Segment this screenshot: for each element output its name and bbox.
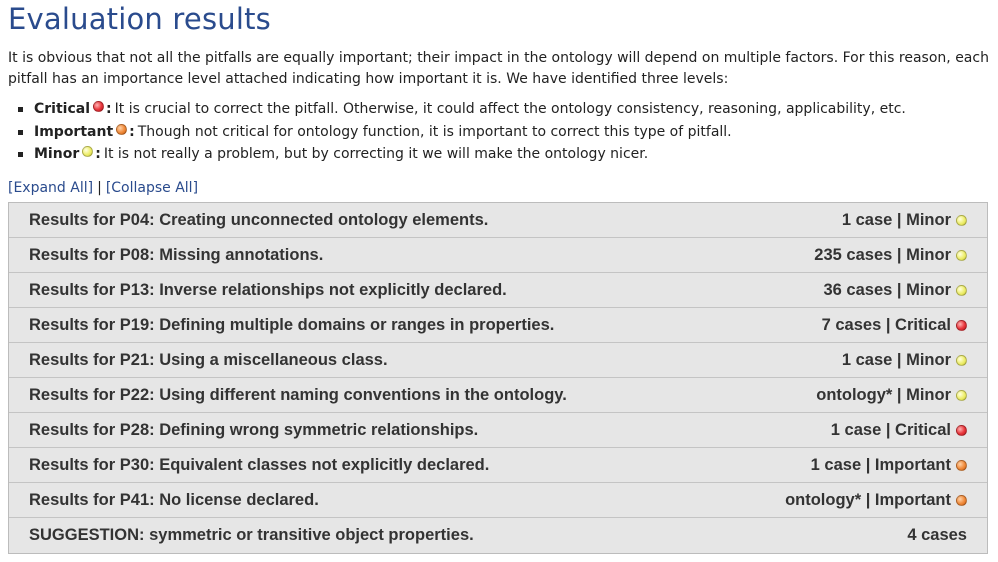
- result-title: SUGGESTION: symmetric or transitive obje…: [29, 526, 474, 544]
- result-summary-group: 1 case | Critical: [831, 421, 967, 440]
- yellow-dot-icon: [956, 284, 967, 296]
- collapse-all-link[interactable]: [Collapse All]: [105, 180, 199, 196]
- result-summary: ontology* | Important: [785, 490, 951, 509]
- result-title: Results for P08: Missing annotations.: [29, 245, 324, 264]
- orange-dot-icon: [116, 123, 128, 135]
- result-title: Results for P30: Equivalent classes not …: [29, 455, 490, 474]
- result-title: Results for P04: Creating unconnected on…: [29, 210, 489, 229]
- result-row-p08[interactable]: Results for P08: Missing annotations. 23…: [9, 238, 987, 273]
- result-row-p41[interactable]: Results for P41: No license declared. on…: [9, 483, 987, 518]
- yellow-dot-icon: [956, 214, 967, 226]
- expand-all-link[interactable]: [Expand All]: [8, 180, 94, 196]
- yellow-dot-icon: [956, 354, 967, 366]
- level-name: Minor: [34, 146, 80, 162]
- result-summary: 1 case | Minor: [841, 350, 951, 369]
- result-row-p21[interactable]: Results for P21: Using a miscellaneous c…: [9, 343, 987, 378]
- results-accordion: Results for P04: Creating unconnected on…: [8, 202, 988, 554]
- page-title: Evaluation results: [8, 2, 271, 36]
- result-summary-group: 235 cases | Minor: [814, 246, 967, 265]
- result-summary: 235 cases | Minor: [814, 245, 951, 264]
- result-title: Results for P41: No license declared.: [29, 490, 319, 509]
- level-name: Important: [34, 123, 114, 140]
- result-summary: 4 cases: [907, 526, 967, 544]
- importance-levels-list: Critical: It is crucial to correct the pi…: [18, 98, 906, 166]
- level-critical: Critical: It is crucial to correct the pi…: [18, 98, 906, 121]
- result-summary-group: 36 cases | Minor: [823, 281, 967, 300]
- level-name: Critical: [34, 101, 91, 117]
- level-colon: :: [129, 123, 135, 140]
- result-row-p28[interactable]: Results for P28: Defining wrong symmetri…: [9, 413, 987, 448]
- red-dot-icon: [956, 424, 967, 436]
- level-minor: Minor: It is not really a problem, but by…: [18, 143, 906, 166]
- yellow-dot-icon: [956, 389, 967, 401]
- result-summary-group: 7 cases | Critical: [822, 316, 967, 335]
- result-summary: 1 case | Important: [810, 455, 951, 474]
- result-summary: 7 cases | Critical: [821, 315, 951, 334]
- level-description: It is not really a problem, but by corre…: [103, 146, 649, 162]
- level-colon: :: [106, 101, 112, 117]
- result-row-p22[interactable]: Results for P22: Using different naming …: [9, 378, 987, 413]
- result-row-suggestion[interactable]: SUGGESTION: symmetric or transitive obje…: [9, 518, 987, 553]
- result-title: Results for P28: Defining wrong symmetri…: [29, 420, 479, 439]
- result-title: Results for P22: Using different naming …: [29, 385, 567, 404]
- intro-paragraph: It is obvious that not all the pitfalls …: [8, 50, 989, 87]
- level-colon: :: [95, 146, 101, 162]
- level-important: Important: Though not critical for ontolo…: [18, 121, 906, 144]
- separator: |: [97, 180, 102, 196]
- result-summary-group: 4 cases: [907, 526, 967, 545]
- orange-dot-icon: [956, 459, 967, 471]
- expand-collapse-controls: [Expand All] | [Collapse All]: [8, 180, 198, 196]
- result-summary-group: ontology* | Important: [785, 491, 967, 510]
- result-summary: 36 cases | Minor: [823, 280, 951, 299]
- red-dot-icon: [93, 101, 105, 112]
- result-summary-group: 1 case | Important: [811, 456, 967, 475]
- result-title: Results for P19: Defining multiple domai…: [29, 315, 555, 334]
- result-title: Results for P13: Inverse relationships n…: [29, 280, 507, 299]
- red-dot-icon: [956, 319, 967, 331]
- level-description: Though not critical for ontology functio…: [137, 123, 732, 140]
- result-row-p19[interactable]: Results for P19: Defining multiple domai…: [9, 308, 987, 343]
- result-summary-group: 1 case | Minor: [842, 211, 967, 230]
- result-row-p04[interactable]: Results for P04: Creating unconnected on…: [9, 203, 987, 238]
- orange-dot-icon: [956, 494, 967, 506]
- result-title: Results for P21: Using a miscellaneous c…: [29, 350, 388, 369]
- result-row-p13[interactable]: Results for P13: Inverse relationships n…: [9, 273, 987, 308]
- result-summary: ontology* | Minor: [816, 385, 951, 404]
- level-description: It is crucial to correct the pitfall. Ot…: [114, 101, 906, 117]
- yellow-dot-icon: [82, 146, 94, 157]
- result-summary: 1 case | Critical: [830, 420, 951, 439]
- result-summary-group: ontology* | Minor: [816, 386, 967, 405]
- result-row-p30[interactable]: Results for P30: Equivalent classes not …: [9, 448, 987, 483]
- yellow-dot-icon: [956, 249, 967, 261]
- result-summary-group: 1 case | Minor: [842, 351, 967, 370]
- result-summary: 1 case | Minor: [841, 210, 951, 229]
